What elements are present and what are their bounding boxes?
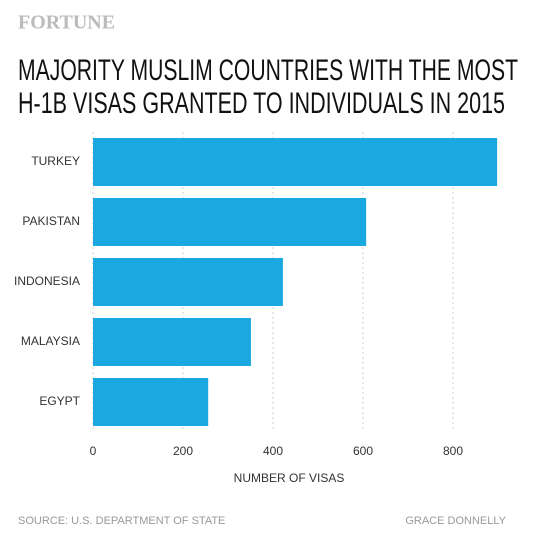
bar xyxy=(93,378,209,426)
bar xyxy=(93,198,367,246)
x-tick-label: 800 xyxy=(443,444,463,458)
x-tick-label: 600 xyxy=(353,444,373,458)
bar xyxy=(93,318,251,366)
x-tick-label: 400 xyxy=(263,444,283,458)
logo: FORTUNE xyxy=(18,12,115,34)
source: SOURCE: U.S. DEPARTMENT OF STATE xyxy=(18,515,225,527)
y-tick-label: PAKISTAN xyxy=(22,214,80,228)
chart-title: H-1B VISAS GRANTED TO INDIVIDUALS IN 201… xyxy=(18,87,505,120)
x-axis-label: NUMBER OF VISAS xyxy=(234,471,345,485)
y-tick-label: EGYPT xyxy=(39,394,80,408)
y-tick-label: INDONESIA xyxy=(14,274,80,288)
chart-title: MAJORITY MUSLIM COUNTRIES WITH THE MOST xyxy=(18,54,518,87)
x-tick-label: 0 xyxy=(90,444,97,458)
y-tick-label: MALAYSIA xyxy=(21,334,80,348)
x-tick-label: 200 xyxy=(173,444,193,458)
y-tick-label: TURKEY xyxy=(31,154,80,168)
bar xyxy=(93,258,283,306)
bar xyxy=(93,138,498,186)
author: GRACE DONNELLY xyxy=(405,515,506,527)
